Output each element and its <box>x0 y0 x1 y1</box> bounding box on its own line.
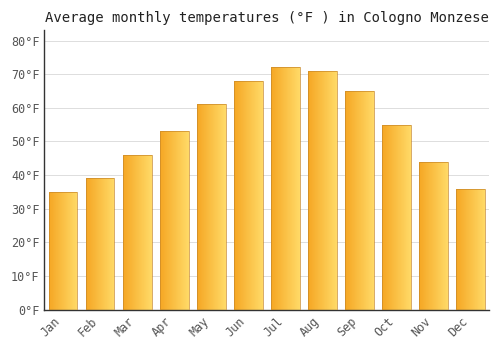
Bar <box>86 178 114 310</box>
Bar <box>271 68 300 310</box>
Bar <box>48 192 78 310</box>
Bar <box>160 131 188 310</box>
Title: Average monthly temperatures (°F ) in Cologno Monzese: Average monthly temperatures (°F ) in Co… <box>44 11 488 25</box>
Bar <box>196 104 226 310</box>
Bar <box>308 71 336 310</box>
Bar <box>419 162 448 310</box>
Bar <box>382 125 410 310</box>
Bar <box>345 91 374 310</box>
Bar <box>456 189 485 310</box>
Bar <box>122 155 152 310</box>
Bar <box>234 81 262 310</box>
